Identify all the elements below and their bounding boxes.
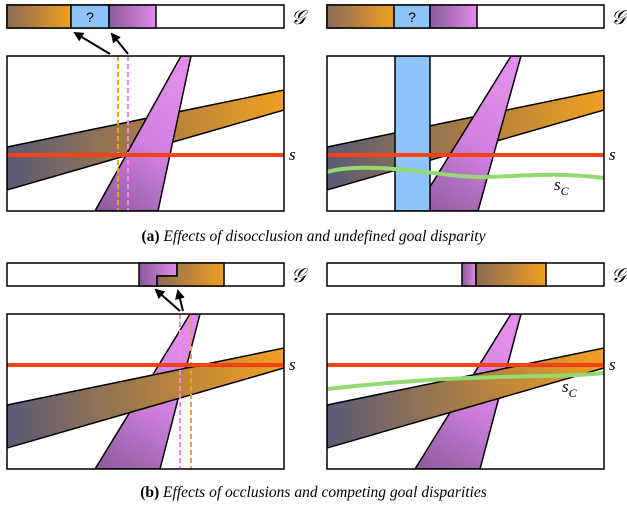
goal-bar-segment-violet <box>429 4 478 29</box>
caption-a: (a) Effects of disocclusion and undefine… <box>0 228 627 246</box>
goal-bar-a-left: ? <box>6 4 285 29</box>
goal-bar-label: 𝒢 <box>291 7 309 29</box>
goal-bar-segment-orange <box>326 4 395 29</box>
caption-b: (b) Effects of occlusions and competing … <box>0 484 627 502</box>
smooth-curve <box>327 165 604 180</box>
scanline-label: s <box>289 355 296 374</box>
panel-a-right: ? 𝒢 s sC <box>326 4 627 212</box>
arrow-to-violet <box>154 288 181 312</box>
caption-a-label: (a) <box>141 228 160 245</box>
unknown-mark: ? <box>86 9 94 25</box>
goal-bar-b-left <box>6 262 285 287</box>
arrow-to-orange <box>175 289 185 312</box>
panel-a-left: ? 𝒢 s <box>6 4 309 212</box>
panel-b-left: 𝒢 s <box>6 262 309 470</box>
goal-bar-label: 𝒢 <box>611 7 627 29</box>
goal-bar-segment-orange <box>6 4 72 29</box>
smooth-curve-label: sC <box>562 377 578 400</box>
smooth-curve <box>327 371 604 391</box>
caption-b-label: (b) <box>140 484 160 501</box>
caption-a-text: Effects of disocclusion and undefined go… <box>163 228 486 245</box>
goal-bar-b-right <box>326 262 605 287</box>
goal-bar-segment-orange <box>475 262 547 287</box>
goal-bar-a-right: ? <box>326 4 605 29</box>
goal-bar-segment-orange <box>156 262 225 287</box>
caption-b-text: Effects of occlusions and competing goal… <box>163 484 487 501</box>
unknown-mark: ? <box>408 9 416 25</box>
scanline-label: s <box>609 145 616 164</box>
arrow-to-unknown-left <box>73 31 111 55</box>
goal-bar-label: 𝒢 <box>611 265 627 287</box>
arrow-to-unknown-right <box>110 32 129 55</box>
scanline-label: s <box>289 145 296 164</box>
goal-bar-label: 𝒢 <box>291 265 309 287</box>
smooth-curve-label: sC <box>554 175 570 198</box>
disoccluded-region <box>394 56 431 211</box>
goal-bar-segment-violet <box>108 4 157 29</box>
scanline-label: s <box>609 355 616 374</box>
panel-b-right: 𝒢 s sC <box>326 262 627 470</box>
goal-bar-segment-violet <box>461 262 477 287</box>
